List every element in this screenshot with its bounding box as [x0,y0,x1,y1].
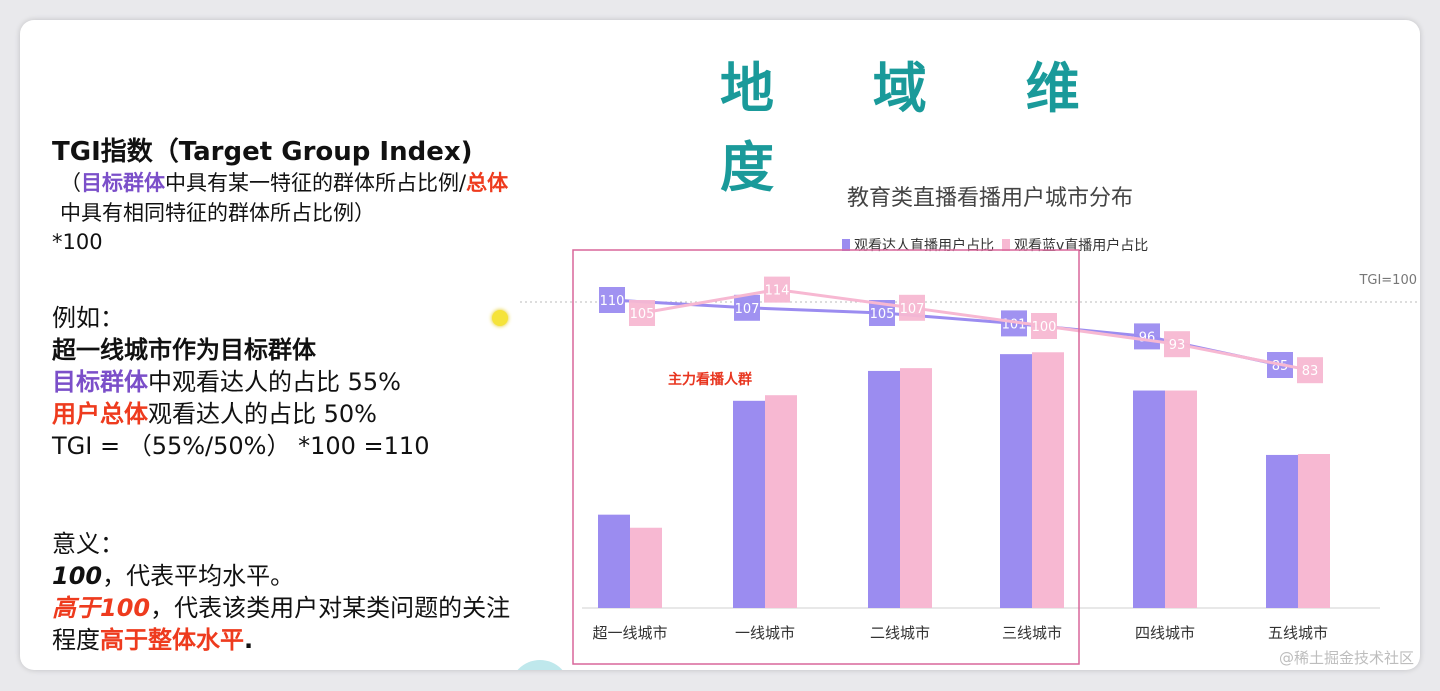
example-line-1: 目标群体中观看达人的占比 55% [52,366,522,398]
example-title: 超一线城市作为目标群体 [52,336,316,364]
meaning-line-2: 高于100，代表该类用户对某类问题的关注程度高于整体水平. [52,592,522,656]
legend-swatch-1 [842,239,850,251]
m2-highlight-2: 高于整体水平 [100,626,244,654]
tgi-marker-2-5 [1164,331,1190,358]
meaning-label: 意义： [52,530,124,558]
target-group-term: 目标群体 [81,171,165,195]
tgi-marker-2-6 [1297,357,1323,384]
bar-1-1 [598,514,630,608]
meaning-line-1: 100，代表平均水平。 [52,560,522,592]
tgi-data-label: 83 [1302,364,1319,379]
formula-multiplier: *100 [52,230,103,254]
def-mid1: 中具有某一特征的群体所占比例/ [165,171,467,195]
tgi-data-label: 105 [870,307,895,322]
tgi-marker-2-1 [629,300,655,326]
bar-2-1 [630,527,662,608]
m1-rest: ，代表平均水平。 [102,562,295,590]
tgi-reference-label: TGI=100 [1358,273,1417,288]
legend-label-1: 观看达人直播用户占比 [854,237,994,254]
annotation-main-audience: 主力看播人群 [668,371,752,388]
m2-rest: ，代表该类用户对某类问题的关注程度 [52,594,511,654]
tgi-marker-1-5 [1134,323,1160,350]
bar-1-5 [1133,390,1165,608]
bar-1-4 [1000,354,1032,608]
legend-swatch-2 [1002,239,1010,251]
ex2-rest: 观看达人的占比 50% [148,400,377,428]
example-block: 例如： 超一线城市作为目标群体 目标群体中观看达人的占比 55% 用户总体观看达… [52,302,522,462]
legend-label-2: 观看蓝v直播用户占比 [1014,237,1148,254]
meaning-block: 意义： 100，代表平均水平。 高于100，代表该类用户对某类问题的关注程度高于… [52,528,522,656]
decorative-shape [510,660,570,670]
highlight-box [572,249,1080,665]
example-line-3: TGI = （55%/50%） *100 =110 [52,432,430,460]
x-tick-label: 超一线城市 [592,624,667,642]
example-line-2: 用户总体观看达人的占比 50% [52,398,522,430]
x-tick-label: 一线城市 [735,624,795,642]
tgi-data-label: 107 [735,302,760,317]
bar-1-6 [1266,454,1298,608]
bar-2-6 [1298,454,1330,608]
watermark: @稀土掘金技术社区 [1274,647,1418,668]
example-label: 例如： [52,304,124,332]
ex1-rest: 中观看达人的占比 55% [148,368,401,396]
tgi-heading: TGI指数（Target Group Index) [52,137,473,167]
chart-title: 教育类直播看播用户城市分布 [847,186,1133,211]
tgi-data-label: 114 [765,284,790,299]
bar-2-2 [765,395,797,608]
tgi-marker-1-1 [599,287,625,313]
bar-2-5 [1165,390,1197,608]
bar-1-2 [733,400,765,608]
tgi-marker-2-2 [764,276,790,303]
total-term: 总体 [466,171,509,195]
ex2-highlight: 用户总体 [52,400,148,428]
tgi-data-label: 107 [900,302,925,317]
cursor-highlight-icon [492,310,508,326]
tgi-data-label: 110 [600,294,625,309]
tgi-data-label: 100 [1032,320,1057,335]
def-mid2: 中具有相同特征的群体所占比例） [60,201,375,225]
m1-highlight: 100 [52,562,103,590]
ex1-highlight: 目标群体 [52,368,148,396]
tgi-line-2 [641,288,1311,372]
m2-highlight: 高于100 [52,594,151,622]
tgi-data-label: 105 [630,307,655,322]
tgi-marker-2-3 [899,294,925,321]
m2-end: . [244,626,254,654]
paren-open: （ [60,171,81,195]
bar-1-3 [868,370,900,608]
bar-2-3 [900,368,932,608]
tgi-data-label: 93 [1169,338,1186,353]
bar-2-4 [1032,352,1064,608]
x-tick-label: 二线城市 [870,624,930,642]
slide: 地 域 维 度 TGI指数（Target Group Index) （目标群体中… [20,20,1420,670]
x-tick-label: 四线城市 [1135,624,1195,642]
tgi-formula-text: （目标群体中具有某一特征的群体所占比例/总体中具有相同特征的群体所占比例） [52,168,522,228]
tgi-marker-1-2 [734,294,760,321]
x-tick-label: 三线城市 [1002,624,1062,642]
page-title: 地 域 维 度 [720,57,1120,199]
tgi-definition: TGI指数（Target Group Index) （目标群体中具有某一特征的群… [52,136,522,256]
tgi-marker-2-4 [1031,313,1057,339]
x-tick-label: 五线城市 [1268,624,1328,642]
